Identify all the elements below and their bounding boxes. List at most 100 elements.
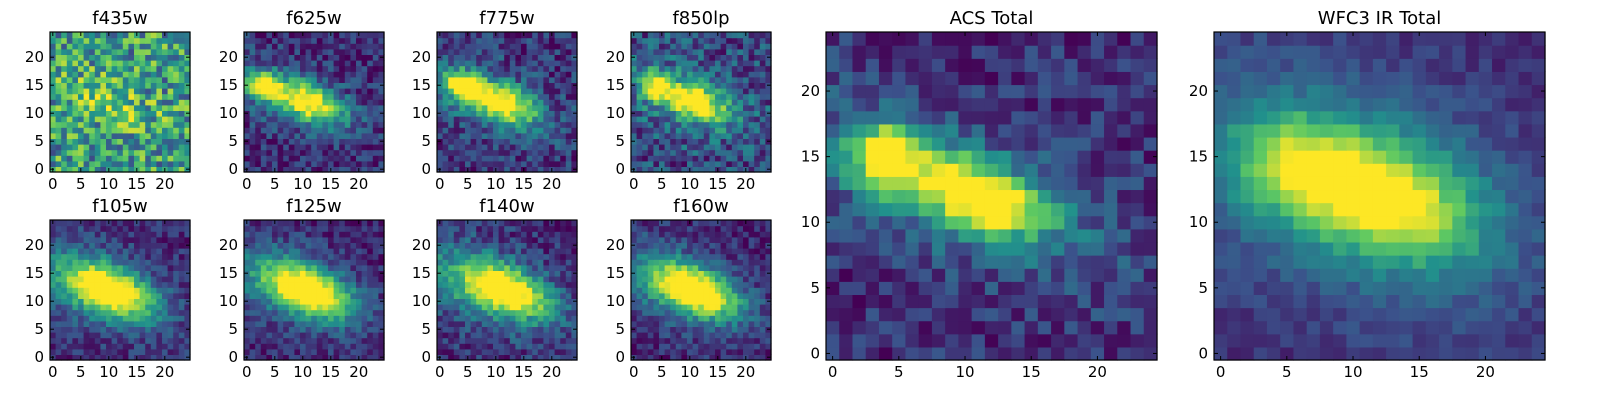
heatmap-cell <box>167 304 174 311</box>
heatmap-cell <box>543 121 550 128</box>
heatmap-cell <box>698 276 705 283</box>
heatmap-cell <box>487 99 494 106</box>
heatmap-cell <box>94 144 101 151</box>
heatmap-cell <box>300 281 307 288</box>
heatmap-cell <box>249 60 256 67</box>
heatmap-cell <box>244 343 251 350</box>
heatmap-cell <box>664 276 671 283</box>
heatmap-cell <box>294 248 301 255</box>
heatmap-cell <box>361 82 368 89</box>
heatmap-cell <box>565 287 572 294</box>
heatmap-cell <box>83 348 90 355</box>
heatmap-cell <box>134 292 141 299</box>
heatmap-cell <box>150 264 157 271</box>
heatmap-cell <box>184 65 191 72</box>
heatmap-cell <box>565 315 572 322</box>
heatmap-cell <box>664 76 671 83</box>
heatmap-cell <box>78 253 85 260</box>
heatmap-cell <box>532 270 539 277</box>
heatmap-cell <box>134 343 141 350</box>
heatmap-cell <box>344 354 351 361</box>
heatmap-cell <box>565 220 572 227</box>
heatmap-cell <box>698 132 705 139</box>
heatmap-cell <box>448 242 455 249</box>
heatmap-cell <box>283 276 290 283</box>
heatmap-cell <box>647 127 654 134</box>
heatmap-cell <box>89 93 96 100</box>
heatmap-cell <box>521 270 528 277</box>
heatmap-cell <box>731 332 738 339</box>
heatmap-cell <box>122 281 129 288</box>
heatmap-cell <box>372 82 379 89</box>
heatmap-cell <box>255 276 262 283</box>
heatmap-cell <box>498 270 505 277</box>
y-tick-label: 0 <box>421 348 431 366</box>
heatmap-cell <box>504 166 511 173</box>
heatmap-cell <box>470 348 477 355</box>
heatmap-cell <box>311 32 318 39</box>
heatmap-cell <box>560 93 567 100</box>
heatmap-cell <box>311 225 318 232</box>
heatmap-cell <box>526 326 533 333</box>
heatmap-cell <box>361 32 368 39</box>
heatmap-cell <box>670 88 677 95</box>
heatmap-cell <box>487 248 494 255</box>
heatmap-cell <box>670 99 677 106</box>
heatmap-cell <box>111 160 118 167</box>
heatmap-cell <box>709 354 716 361</box>
heatmap-cell <box>521 149 528 156</box>
heatmap-cell <box>322 309 329 316</box>
heatmap-cell <box>748 99 755 106</box>
heatmap-cell <box>709 292 716 299</box>
heatmap-cell <box>509 155 516 162</box>
heatmap-cell <box>156 320 163 327</box>
heatmap-cell <box>743 144 750 151</box>
heatmap-cell <box>554 155 561 162</box>
heatmap-cell <box>350 242 357 249</box>
heatmap-cell <box>78 281 85 288</box>
heatmap-cell <box>571 287 578 294</box>
heatmap-cell <box>156 43 163 50</box>
heatmap-cell <box>344 231 351 238</box>
heatmap-cell <box>266 149 273 156</box>
heatmap-cell <box>266 343 273 350</box>
heatmap-cell <box>670 332 677 339</box>
heatmap-cell <box>322 76 329 83</box>
heatmap-cell <box>653 155 660 162</box>
heatmap-cell <box>659 43 666 50</box>
heatmap-cell <box>249 292 256 299</box>
heatmap-cell <box>526 155 533 162</box>
heatmap-cell <box>515 259 522 266</box>
heatmap-cell <box>647 332 654 339</box>
heatmap-cell <box>448 99 455 106</box>
heatmap-cell <box>631 332 638 339</box>
heatmap-cell <box>61 32 68 39</box>
heatmap-cell <box>653 281 660 288</box>
heatmap-cell <box>565 60 572 67</box>
heatmap-cell <box>720 298 727 305</box>
heatmap-cell <box>72 276 79 283</box>
heatmap-cell <box>493 121 500 128</box>
heatmap-cell <box>100 259 107 266</box>
heatmap-cell <box>437 281 444 288</box>
heatmap-cell <box>94 326 101 333</box>
heatmap-cell <box>493 138 500 145</box>
heatmap-cell <box>571 93 578 100</box>
heatmap-cell <box>322 104 329 111</box>
heatmap-cell <box>459 65 466 72</box>
heatmap-cell <box>681 281 688 288</box>
heatmap-cell <box>437 60 444 67</box>
heatmap-cell <box>162 236 169 243</box>
heatmap-cell <box>244 132 251 139</box>
heatmap-cell <box>487 348 494 355</box>
y-tick-label: 5 <box>228 320 238 338</box>
heatmap-cell <box>333 54 340 61</box>
heatmap-cell <box>106 276 113 283</box>
x-tick-label: 20 <box>349 175 368 193</box>
heatmap-cell <box>300 160 307 167</box>
heatmap-cell <box>743 82 750 89</box>
heatmap-cell <box>636 65 643 72</box>
heatmap-cell <box>367 60 374 67</box>
heatmap-cell <box>134 253 141 260</box>
heatmap-cell <box>134 337 141 344</box>
